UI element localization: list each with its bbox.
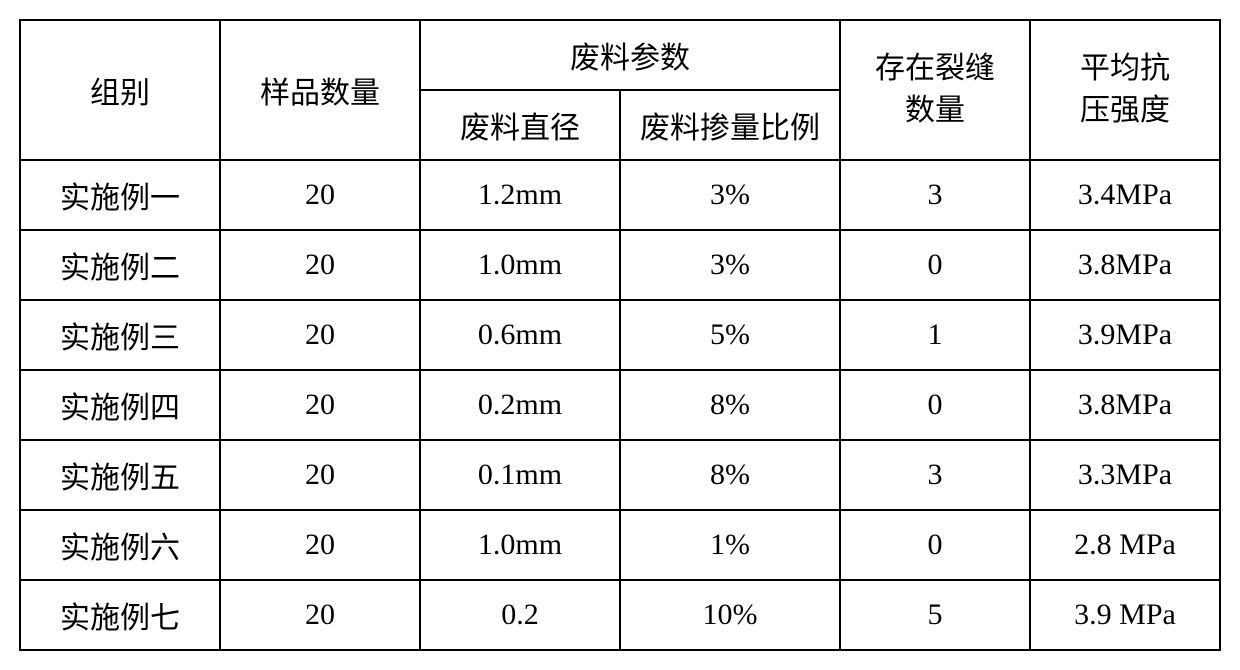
cell-waste-diameter: 0.1mm bbox=[420, 440, 620, 510]
header-strength-l1: 平均抗 bbox=[1080, 52, 1170, 85]
cell-sample-count: 20 bbox=[220, 440, 420, 510]
header-crack-l2: 数量 bbox=[905, 94, 965, 127]
cell-waste-ratio: 1% bbox=[620, 510, 840, 580]
header-group: 组别 bbox=[20, 20, 220, 160]
cell-waste-diameter: 0.2mm bbox=[420, 370, 620, 440]
cell-avg-strength: 3.8MPa bbox=[1030, 370, 1220, 440]
header-waste-diameter: 废料直径 bbox=[420, 90, 620, 160]
cell-waste-diameter: 1.0mm bbox=[420, 510, 620, 580]
cell-avg-strength: 3.9MPa bbox=[1030, 300, 1220, 370]
header-waste-params: 废料参数 bbox=[420, 20, 840, 90]
cell-waste-diameter: 1.2mm bbox=[420, 160, 620, 230]
table-row: 实施例一 20 1.2mm 3% 3 3.4MPa bbox=[20, 160, 1220, 230]
cell-sample-count: 20 bbox=[220, 160, 420, 230]
cell-avg-strength: 2.8 MPa bbox=[1030, 510, 1220, 580]
header-sample-count: 样品数量 bbox=[220, 20, 420, 160]
header-crack-l1: 存在裂缝 bbox=[875, 52, 995, 85]
cell-avg-strength: 3.8MPa bbox=[1030, 230, 1220, 300]
cell-crack-count: 0 bbox=[840, 230, 1030, 300]
cell-waste-ratio: 3% bbox=[620, 160, 840, 230]
cell-crack-count: 1 bbox=[840, 300, 1030, 370]
cell-waste-ratio: 10% bbox=[620, 580, 840, 650]
cell-group: 实施例三 bbox=[20, 300, 220, 370]
header-strength-l2: 压强度 bbox=[1080, 94, 1170, 127]
cell-waste-ratio: 8% bbox=[620, 370, 840, 440]
cell-group: 实施例四 bbox=[20, 370, 220, 440]
cell-avg-strength: 3.3MPa bbox=[1030, 440, 1220, 510]
cell-sample-count: 20 bbox=[220, 580, 420, 650]
cell-crack-count: 5 bbox=[840, 580, 1030, 650]
header-avg-strength: 平均抗 压强度 bbox=[1030, 20, 1220, 160]
table-row: 实施例二 20 1.0mm 3% 0 3.8MPa bbox=[20, 230, 1220, 300]
header-crack-count: 存在裂缝 数量 bbox=[840, 20, 1030, 160]
cell-waste-ratio: 8% bbox=[620, 440, 840, 510]
cell-avg-strength: 3.9 MPa bbox=[1030, 580, 1220, 650]
cell-waste-diameter: 0.6mm bbox=[420, 300, 620, 370]
cell-sample-count: 20 bbox=[220, 370, 420, 440]
cell-crack-count: 0 bbox=[840, 370, 1030, 440]
cell-avg-strength: 3.4MPa bbox=[1030, 160, 1220, 230]
cell-waste-ratio: 5% bbox=[620, 300, 840, 370]
cell-group: 实施例六 bbox=[20, 510, 220, 580]
table-row: 实施例三 20 0.6mm 5% 1 3.9MPa bbox=[20, 300, 1220, 370]
cell-group: 实施例五 bbox=[20, 440, 220, 510]
cell-waste-diameter: 1.0mm bbox=[420, 230, 620, 300]
table-body: 实施例一 20 1.2mm 3% 3 3.4MPa 实施例二 20 1.0mm … bbox=[20, 160, 1220, 650]
cell-waste-diameter: 0.2 bbox=[420, 580, 620, 650]
cell-sample-count: 20 bbox=[220, 230, 420, 300]
table-row: 实施例四 20 0.2mm 8% 0 3.8MPa bbox=[20, 370, 1220, 440]
cell-waste-ratio: 3% bbox=[620, 230, 840, 300]
table-row: 实施例七 20 0.2 10% 5 3.9 MPa bbox=[20, 580, 1220, 650]
cell-crack-count: 3 bbox=[840, 160, 1030, 230]
cell-group: 实施例二 bbox=[20, 230, 220, 300]
experiment-results-table: 组别 样品数量 废料参数 存在裂缝 数量 平均抗 压强度 废料直径 废料掺量比例… bbox=[19, 19, 1221, 651]
table-row: 实施例五 20 0.1mm 8% 3 3.3MPa bbox=[20, 440, 1220, 510]
table-row: 实施例六 20 1.0mm 1% 0 2.8 MPa bbox=[20, 510, 1220, 580]
table-header: 组别 样品数量 废料参数 存在裂缝 数量 平均抗 压强度 废料直径 废料掺量比例 bbox=[20, 20, 1220, 160]
cell-sample-count: 20 bbox=[220, 510, 420, 580]
cell-sample-count: 20 bbox=[220, 300, 420, 370]
cell-group: 实施例七 bbox=[20, 580, 220, 650]
cell-group: 实施例一 bbox=[20, 160, 220, 230]
cell-crack-count: 3 bbox=[840, 440, 1030, 510]
cell-crack-count: 0 bbox=[840, 510, 1030, 580]
header-waste-ratio: 废料掺量比例 bbox=[620, 90, 840, 160]
